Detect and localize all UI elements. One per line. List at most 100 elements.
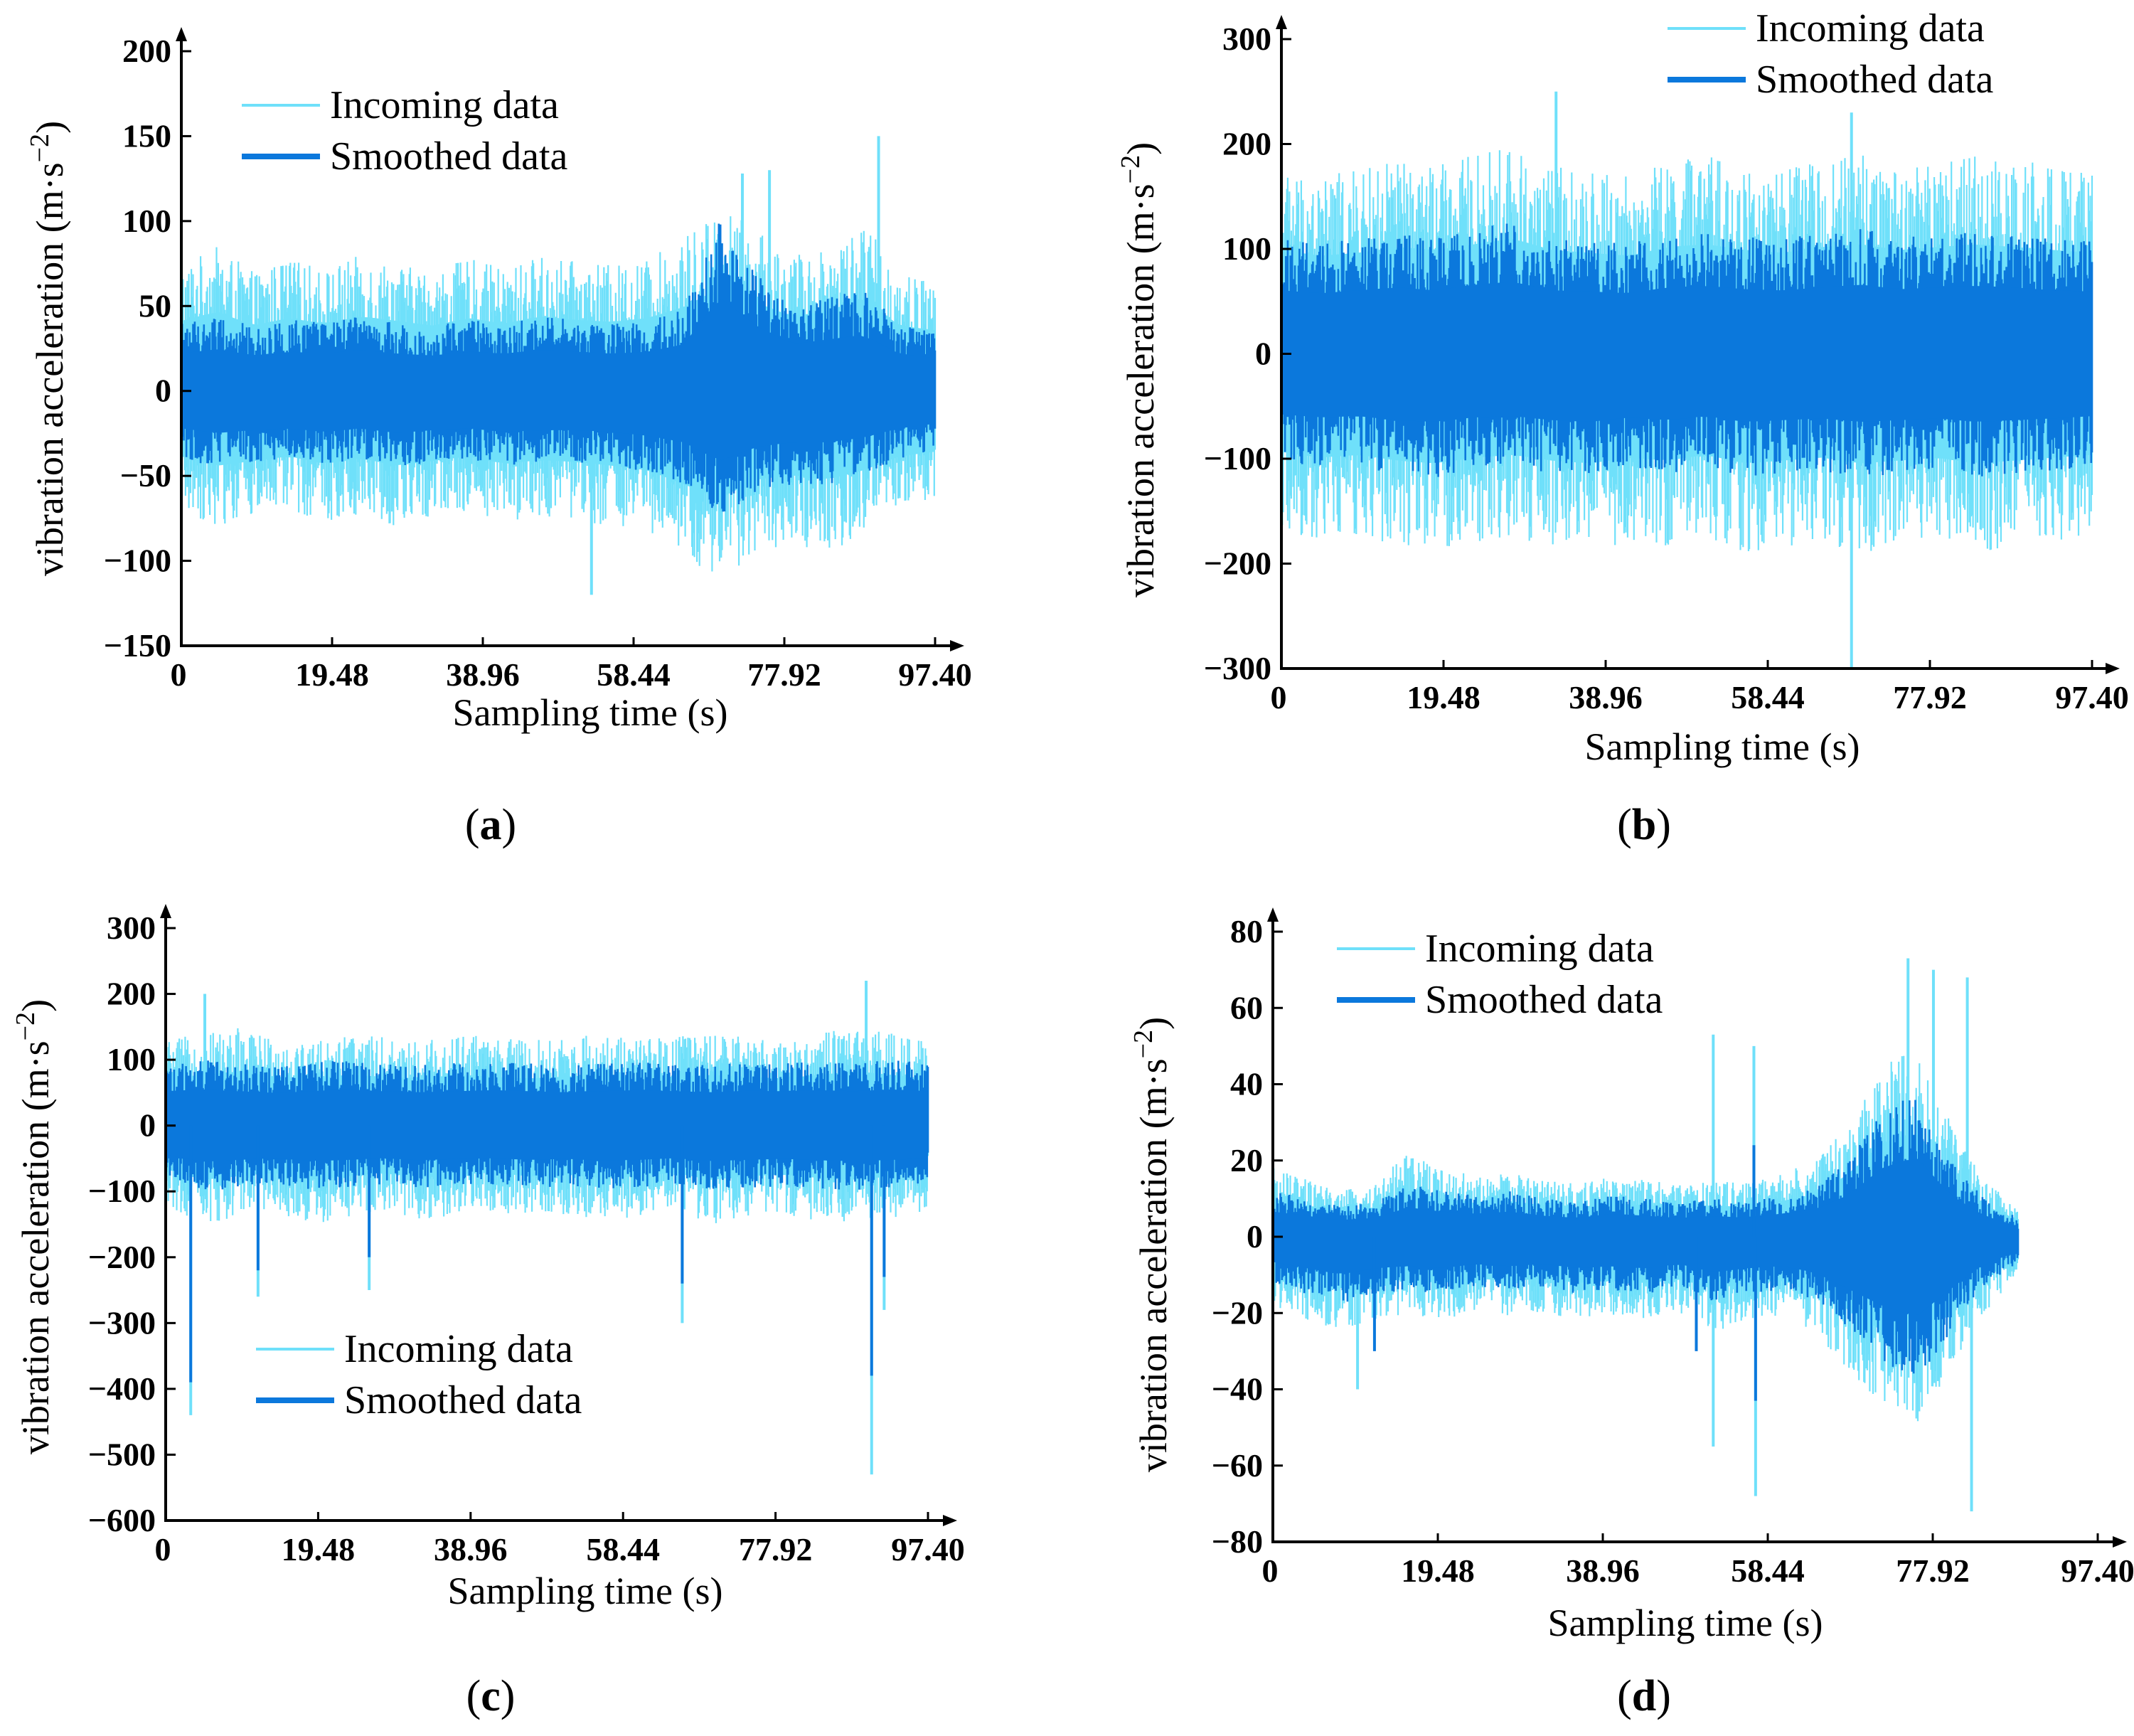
y-tick-label: −300 (88, 1304, 156, 1341)
legend-label-smoothed: Smoothed data (344, 1378, 582, 1422)
y-tick-label: −20 (1212, 1294, 1263, 1331)
y-tick-label: 80 (1230, 913, 1263, 949)
legend: Incoming data Smoothed data (242, 83, 568, 179)
y-axis-title: vibration acceleration (m·s−2) (1129, 1017, 1175, 1472)
x-tick-label: 38.96 (434, 1531, 508, 1567)
y-tick-label: −200 (88, 1239, 156, 1275)
y-tick-label: −100 (1204, 440, 1271, 476)
legend-label-incoming: Incoming data (344, 1327, 573, 1371)
y-tick-label: −50 (120, 457, 171, 494)
y-tick-label: −400 (88, 1370, 156, 1407)
x-tick-label: 0 (1262, 1553, 1279, 1589)
series-smoothed (164, 1060, 929, 1383)
panel-label: (d) (1617, 1672, 1671, 1720)
legend: Incoming data Smoothed data (1668, 6, 1994, 102)
series-core-smoothed (166, 1089, 928, 1162)
legend-label-incoming: Incoming data (1425, 927, 1654, 971)
y-tick-label: −200 (1204, 545, 1271, 582)
series-core-smoothed (1281, 282, 2092, 422)
legend-label-smoothed: Smoothed data (1425, 978, 1663, 1022)
y-tick-label: 50 (139, 287, 171, 324)
panel-label: (c) (466, 1672, 516, 1720)
x-tick-label: 77.92 (747, 656, 821, 693)
x-tick-label: 58.44 (597, 656, 671, 693)
x-tick-label: 38.96 (1569, 679, 1643, 715)
series-core-smoothed (181, 299, 935, 461)
x-axis-title: Sampling time (s) (453, 691, 728, 734)
y-tick-label: −40 (1212, 1371, 1263, 1407)
y-tick-label: 60 (1230, 989, 1263, 1026)
x-tick-label: 97.40 (2055, 679, 2129, 715)
y-tick-label: −300 (1204, 650, 1271, 686)
legend-label-incoming: Incoming data (330, 83, 559, 127)
x-axis-arrow (950, 640, 964, 651)
legend-label-smoothed: Smoothed data (1756, 58, 1994, 102)
x-tick-label: 0 (155, 1531, 171, 1567)
series-smoothed (1271, 1099, 2020, 1401)
x-tick-label: 19.48 (1401, 1553, 1475, 1589)
series-smoothed (1280, 223, 2093, 477)
x-tick-label: 77.92 (1896, 1553, 1970, 1589)
plot-area (1271, 958, 2020, 1512)
x-tick-label: 97.40 (2061, 1553, 2134, 1589)
x-axis-title: Sampling time (s) (1548, 1602, 1823, 1644)
legend-label-incoming: Incoming data (1756, 6, 1985, 50)
y-tick-label: −600 (88, 1502, 156, 1538)
x-tick-label: 19.48 (1407, 679, 1481, 715)
x-tick-label: 58.44 (1731, 1553, 1805, 1589)
y-tick-label: 100 (107, 1041, 156, 1077)
x-axis-arrow (2113, 1536, 2127, 1548)
panel-label: (b) (1617, 801, 1671, 849)
y-tick-label: 150 (122, 117, 171, 154)
x-tick-label: 19.48 (282, 1531, 356, 1567)
x-tick-label: 58.44 (1731, 679, 1805, 715)
x-tick-label: 97.40 (891, 1531, 965, 1567)
y-tick-label: −80 (1212, 1523, 1263, 1560)
x-axis-arrow (2106, 663, 2120, 674)
y-axis-title: vibration acceleration (m·s−2) (25, 121, 71, 576)
x-tick-label: 77.92 (739, 1531, 813, 1567)
x-axis-title: Sampling time (s) (1585, 725, 1860, 768)
legend: Incoming data Smoothed data (1337, 927, 1663, 1022)
y-tick-label: 0 (1255, 336, 1271, 372)
y-tick-label: 20 (1230, 1142, 1263, 1178)
y-tick-label: −60 (1212, 1447, 1263, 1484)
y-axis-arrow (1267, 907, 1279, 922)
plot-area (1280, 91, 2093, 669)
y-tick-label: −100 (88, 1173, 156, 1209)
y-tick-label: 0 (155, 373, 171, 409)
panel-label: (a) (465, 801, 516, 849)
y-tick-label: 200 (107, 976, 156, 1012)
x-tick-label: 38.96 (446, 656, 520, 693)
x-tick-label: 58.44 (586, 1531, 660, 1567)
y-tick-label: 0 (1247, 1218, 1263, 1255)
y-tick-label: 300 (1222, 21, 1271, 57)
y-tick-label: 200 (122, 33, 171, 69)
y-tick-label: 300 (107, 910, 156, 946)
x-tick-label: 0 (1271, 679, 1287, 715)
y-axis-title: vibration acceleration (m·s−2) (1116, 142, 1162, 597)
plot-area (180, 136, 937, 595)
x-tick-label: 0 (171, 656, 187, 693)
series-core-smoothed (1273, 1159, 2018, 1315)
y-tick-label: 200 (1222, 126, 1271, 162)
x-axis-title: Sampling time (s) (448, 1570, 723, 1612)
x-axis-arrow (943, 1515, 957, 1526)
plot-area (164, 981, 929, 1475)
legend-label-smoothed: Smoothed data (330, 134, 568, 179)
y-axis-arrow (1276, 15, 1287, 29)
y-tick-label: 40 (1230, 1066, 1263, 1102)
x-tick-label: 97.40 (898, 656, 972, 693)
x-tick-label: 38.96 (1566, 1553, 1640, 1589)
x-tick-label: 19.48 (295, 656, 369, 693)
y-axis-arrow (176, 27, 187, 41)
y-tick-label: −100 (104, 543, 171, 579)
legend: Incoming data Smoothed data (256, 1327, 582, 1422)
y-axis-arrow (160, 904, 171, 918)
